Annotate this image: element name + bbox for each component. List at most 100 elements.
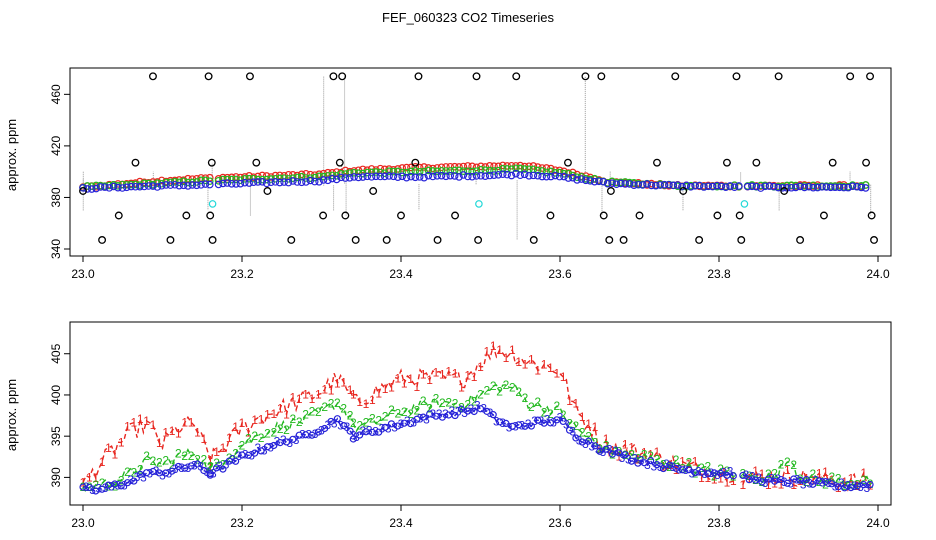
y-tick-label: 460 (49, 84, 63, 104)
series-3-point (691, 181, 699, 190)
series-2-point (197, 176, 205, 185)
series-3-glyph: 3 (197, 460, 204, 474)
series-1-glyph: 1 (347, 383, 354, 397)
series-1-glyph: 1 (407, 372, 414, 386)
series-2-glyph: 2 (340, 402, 347, 416)
series-3-point (559, 417, 567, 426)
outlier-point (867, 211, 876, 220)
top-y-axis-label: approx. ppm (4, 119, 19, 191)
series-3-point (520, 170, 529, 179)
series-2-glyph: 2 (654, 452, 661, 466)
series-1-point (568, 168, 577, 177)
outlier-point (723, 158, 731, 167)
series-3-point (756, 184, 765, 192)
series-3-point (481, 172, 490, 180)
series-2-glyph: 2 (635, 451, 642, 465)
series-3-point (280, 178, 288, 186)
series-3-point (764, 475, 772, 483)
series-3-point (673, 181, 682, 189)
series-1-glyph: 1 (603, 432, 610, 446)
series-3-point (459, 171, 468, 179)
x-tick-label: 23.6 (548, 516, 572, 530)
series-2-glyph: 2 (746, 469, 753, 483)
outlier-point (679, 187, 688, 195)
series-1-glyph: 1 (579, 410, 586, 424)
series-3-glyph: 3 (248, 448, 255, 462)
series-3-point (328, 174, 337, 183)
series-3-point (743, 182, 752, 191)
series-3-point (508, 422, 516, 430)
x-tick-label: 24.0 (866, 516, 890, 530)
series-3-glyph: 3 (550, 415, 557, 429)
series-2-point (289, 174, 297, 182)
series-2-point (232, 175, 240, 184)
series-1-glyph: 1 (414, 380, 421, 394)
series-3-glyph: 3 (102, 481, 109, 495)
series-1-glyph: 1 (309, 392, 316, 406)
series-3-point (457, 405, 466, 413)
series-3-point (721, 183, 730, 191)
series-3-point (822, 183, 831, 191)
series-3-glyph: 3 (557, 410, 564, 424)
outlier-point (737, 236, 746, 244)
series-3-point (111, 480, 119, 488)
series-3-point (424, 171, 433, 180)
series-2-glyph: 2 (375, 414, 382, 428)
series-1-glyph: 1 (258, 412, 265, 426)
series-1-glyph: 1 (162, 426, 169, 440)
top-panel-marks: 23.0 23.2 23.4 23.6 23.8 24.0 340 380 420 460 (49, 72, 890, 281)
series-3-point (428, 172, 437, 181)
series-3-glyph: 3 (436, 407, 443, 421)
outlier-point (752, 158, 761, 167)
series-3-glyph: 3 (255, 441, 262, 455)
series-3-point (857, 183, 866, 192)
series-1-glyph: 1 (685, 457, 692, 471)
series-2-glyph: 2 (790, 458, 797, 472)
series-1-glyph: 1 (283, 408, 290, 422)
series-2-glyph: 2 (439, 396, 446, 410)
outlier-point (338, 72, 347, 81)
series-2-glyph: 2 (414, 403, 421, 417)
outlier-point (529, 236, 538, 244)
series-1-glyph: 1 (92, 471, 99, 485)
series-1-glyph: 1 (647, 448, 654, 462)
outlier-point (819, 211, 828, 220)
series-1-point (472, 163, 481, 172)
x-tick-label: 23.6 (548, 267, 572, 281)
series-3-point (848, 182, 857, 191)
series-1-point (402, 163, 411, 172)
series-3-point (438, 413, 446, 421)
series-3-point (577, 175, 586, 183)
series-1-glyph: 1 (771, 476, 778, 490)
series-1-glyph: 1 (401, 377, 408, 391)
series-3-point (240, 178, 249, 187)
series-1-point (560, 167, 568, 176)
series-3-point (771, 477, 779, 485)
series-3-point (433, 171, 441, 180)
series-3-point (289, 435, 297, 443)
series-2-point (809, 181, 818, 190)
series-1-glyph: 1 (328, 383, 335, 397)
series-1-glyph: 1 (169, 424, 176, 438)
series-1-glyph: 1 (439, 367, 446, 381)
series-3-point (184, 182, 192, 190)
outlier-point (796, 236, 805, 244)
series-2-glyph: 2 (302, 407, 309, 421)
series-1-point (411, 163, 420, 171)
series-3-point (612, 180, 621, 189)
series-3-glyph: 3 (261, 444, 268, 458)
series-3-point (319, 176, 328, 184)
series-1-glyph: 1 (705, 471, 712, 485)
series-2-glyph: 2 (797, 472, 804, 486)
series-3-point (85, 483, 93, 492)
series-3-point (553, 416, 561, 424)
series-1-glyph: 1 (86, 470, 93, 484)
series-2-glyph: 2 (835, 471, 842, 485)
outlier-point (79, 187, 87, 195)
series-3-point (476, 405, 485, 413)
series-2-glyph: 2 (407, 407, 414, 421)
series-2-glyph: 2 (315, 405, 322, 419)
series-3-glyph: 3 (140, 471, 147, 485)
series-1-glyph: 1 (226, 431, 233, 445)
